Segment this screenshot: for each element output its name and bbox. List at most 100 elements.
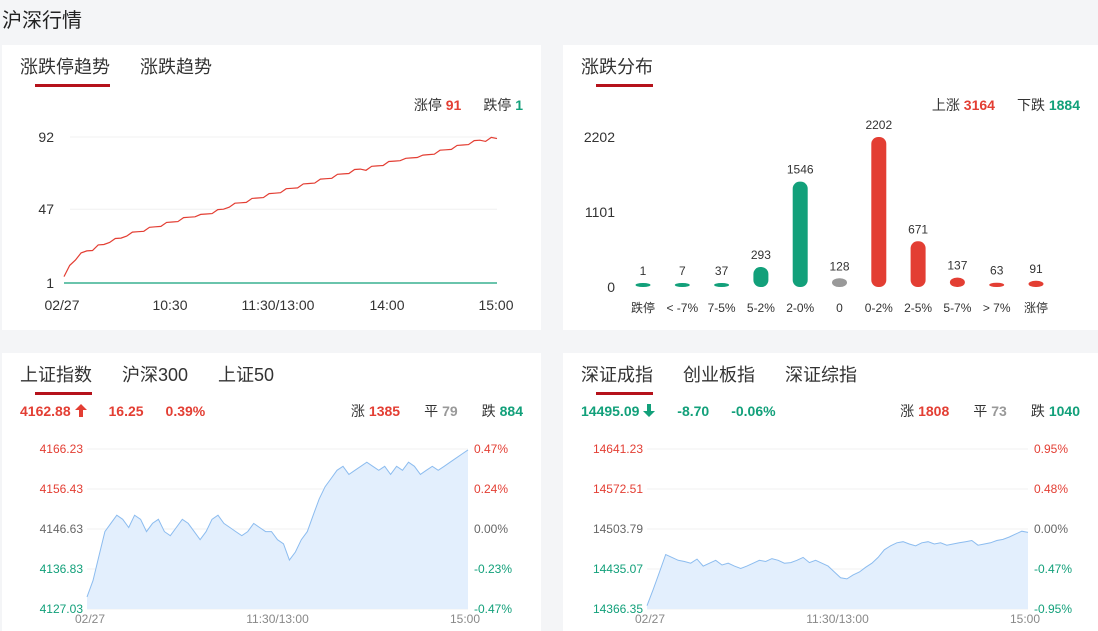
x-tick-label: 跌停 <box>631 300 655 315</box>
bar-value-label: 91 <box>1029 262 1043 276</box>
bar-value-label: 293 <box>751 248 771 262</box>
x-tick-label: 0 <box>836 301 843 315</box>
limit-counts: 涨停 91 跌停 1 <box>414 95 523 115</box>
bar <box>753 267 769 287</box>
y-tick-label: 2202 <box>584 129 615 145</box>
limit-trend-chart: 92 47 1 02/27 10:30 11:30/13:00 14:00 15:00 <box>38 129 513 313</box>
index-area <box>87 449 468 609</box>
x-tick-label: 10:30 <box>152 297 187 313</box>
bar-value-label: 2202 <box>865 118 892 132</box>
sh-up-count: 涨 1385 <box>350 403 401 419</box>
y-tick-label: 47 <box>38 201 54 217</box>
y-tick-label: 1101 <box>585 204 615 220</box>
y-tick-label: 1 <box>46 275 54 291</box>
tab-chinext[interactable]: 创业板指 <box>683 365 755 385</box>
y-right-label: 0.24% <box>474 482 508 496</box>
tab-rise-fall-trend[interactable]: 涨跌趋势 <box>140 57 212 77</box>
limit-trend-tabs: 涨跌停趋势 涨跌趋势 <box>20 53 212 87</box>
x-tick-label: 7-5% <box>708 301 736 315</box>
y-left-label: 14503.79 <box>593 522 643 536</box>
bar <box>871 137 887 287</box>
sh-index-quote: 4162.88 16.25 0.39% 涨 1385 平 79 跌 884 <box>20 401 523 421</box>
x-tick-label: > 7% <box>983 301 1011 315</box>
y-left-label: 14366.35 <box>593 602 643 616</box>
y-tick-label: 0 <box>607 279 615 295</box>
x-tick-label: 02/27 <box>44 297 79 313</box>
y-right-label: -0.23% <box>474 562 512 576</box>
y-left-label: 4166.23 <box>40 442 84 456</box>
page-title: 沪深行情 <box>2 10 82 32</box>
limit-trend-panel: 涨跌停趋势 涨跌趋势 涨停 91 跌停 1 92 47 1 02/27 10:30 11:… <box>2 45 541 330</box>
down-arrow-icon <box>643 404 656 417</box>
bar-value-label: 37 <box>715 264 729 278</box>
bar <box>832 278 847 287</box>
tab-sz-composite[interactable]: 深证综指 <box>785 365 857 385</box>
bar-value-label: 1546 <box>787 163 814 177</box>
y-left-label: 4146.63 <box>40 522 84 536</box>
y-left-label: 14435.07 <box>593 562 643 576</box>
sz-flat-count: 平 73 <box>973 403 1007 419</box>
index-area <box>647 531 1028 609</box>
sh-index-tabs: 上证指数 沪深300 上证50 <box>20 361 274 395</box>
y-right-label: 0.00% <box>1034 522 1068 536</box>
y-tick-label: 92 <box>38 129 54 145</box>
y-left-label: 14572.51 <box>593 482 643 496</box>
y-right-label: 0.47% <box>474 442 508 456</box>
series-line <box>63 136 498 277</box>
distribution-tabs: 涨跌分布 <box>581 53 653 87</box>
bar <box>792 181 808 287</box>
x-tick-label: 15:00 <box>1010 612 1040 626</box>
distribution-counts: 上涨 3164 下跌 1884 <box>932 95 1080 115</box>
tab-sse50[interactable]: 上证50 <box>218 365 275 385</box>
tab-sh-composite[interactable]: 上证指数 <box>20 361 92 395</box>
sh-flat-count: 平 79 <box>424 403 458 419</box>
x-tick-label: 15:00 <box>478 297 513 313</box>
x-tick-label: 5-7% <box>943 301 971 315</box>
y-right-label: -0.47% <box>1034 562 1072 576</box>
tab-csi300[interactable]: 沪深300 <box>122 365 189 385</box>
x-tick-label: 02/27 <box>75 612 105 626</box>
sh-index-chart: 4166.23 0.47% 4156.43 0.24% 4146.63 0.00% 4136… <box>40 442 513 626</box>
y-left-label: 4127.03 <box>40 602 84 616</box>
tab-limit-trend[interactable]: 涨跌停趋势 <box>20 53 110 87</box>
x-tick-label: 02/27 <box>635 612 665 626</box>
y-left-label: 4156.43 <box>40 482 84 496</box>
sz-index-quote: 14495.09 -8.70 -0.06% 涨 1808 平 73 跌 1040 <box>581 401 1080 421</box>
bar <box>949 277 965 287</box>
x-tick-label: 15:00 <box>450 612 480 626</box>
sz-index-price: 14495.09 <box>581 403 656 419</box>
sh-index-change: 16.25 <box>108 403 144 419</box>
x-tick-label: 涨停 <box>1024 300 1048 315</box>
distribution-chart: 2202 1101 0 1 跌停 7 < -7% 37 7-5% 293 5-2% 1546 2-0% 1… <box>584 118 1048 315</box>
bar-value-label: 63 <box>990 264 1004 278</box>
y-right-label: 0.00% <box>474 522 508 536</box>
y-left-label: 14641.23 <box>593 442 643 456</box>
x-tick-label: 14:00 <box>369 297 404 313</box>
bar <box>635 283 651 287</box>
sz-index-chart: 14641.23 0.95% 14572.51 0.48% 14503.79 0.00% 1… <box>593 442 1072 626</box>
sh-index-panel: 上证指数 沪深300 上证50 4162.88 16.25 0.39% 涨 138… <box>2 353 541 631</box>
x-tick-label: 0-2% <box>865 301 893 315</box>
y-right-label: 0.48% <box>1034 482 1068 496</box>
limit-up-count: 涨停 91 <box>413 97 462 113</box>
sh-index-price: 4162.88 <box>20 403 87 419</box>
bar-value-label: 137 <box>947 259 967 273</box>
x-tick-label: 11:30/13:00 <box>242 297 315 313</box>
rise-count: 上涨 3164 <box>931 97 995 113</box>
index-line <box>86 449 469 598</box>
x-tick-label: < -7% <box>666 301 698 315</box>
sz-index-panel: 深证成指 创业板指 深证综指 14495.09 -8.70 -0.06% 涨 18… <box>563 353 1098 631</box>
bar <box>989 282 1005 287</box>
bar <box>1028 280 1044 287</box>
limit-down-count: 跌停 1 <box>483 97 523 113</box>
y-left-label: 4136.83 <box>40 562 84 576</box>
y-right-label: -0.47% <box>474 602 512 616</box>
sz-up-count: 涨 1808 <box>900 403 950 419</box>
bar <box>910 241 926 287</box>
x-tick-label: 2-5% <box>904 301 932 315</box>
tab-sz-component[interactable]: 深证成指 <box>581 361 653 395</box>
sz-index-change: -8.70 <box>677 403 710 419</box>
bar <box>714 283 730 287</box>
tab-distribution[interactable]: 涨跌分布 <box>581 53 653 87</box>
x-tick-label: 11:30/13:00 <box>806 612 869 626</box>
